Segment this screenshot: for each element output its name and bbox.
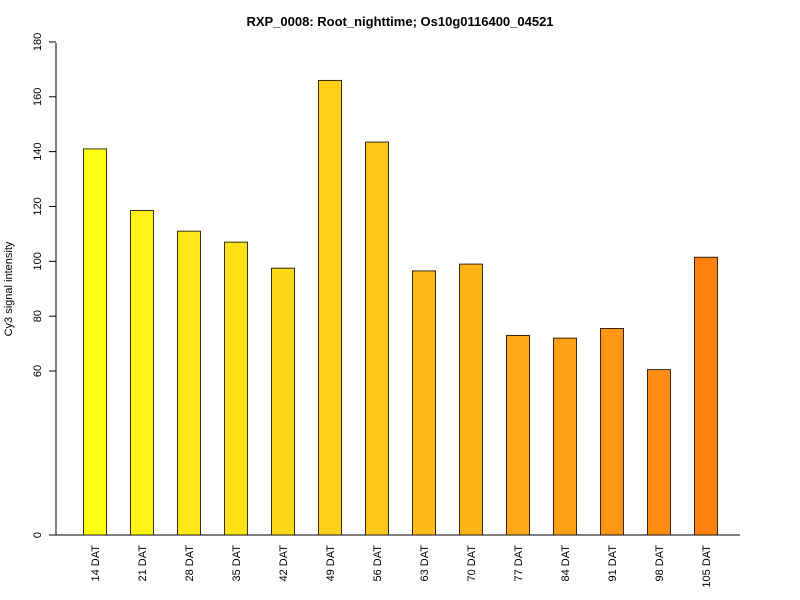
x-tick-label: 56 DAT [372, 545, 384, 582]
bar [83, 148, 107, 536]
y-tick-label: 180 [32, 33, 44, 51]
y-tick-label: 140 [32, 142, 44, 160]
x-tick-label: 42 DAT [278, 545, 290, 582]
y-tick-label: 100 [32, 252, 44, 270]
x-tick-label: 77 DAT [513, 545, 525, 582]
bar [600, 328, 624, 536]
x-tick-label: 35 DAT [231, 545, 243, 582]
y-tick-label: 60 [32, 365, 44, 377]
x-tick-label: 105 DAT [701, 545, 713, 588]
y-tick-label: 0 [32, 532, 44, 538]
bars-group [83, 79, 718, 536]
x-tick-label: 28 DAT [184, 545, 196, 582]
y-tick-label: 160 [32, 88, 44, 106]
y-axis-title: Cy3 signal intensity [3, 241, 15, 336]
x-tick-label: 70 DAT [466, 545, 478, 582]
y-tick-label: 80 [32, 310, 44, 322]
bar [506, 334, 530, 536]
x-tick-label: 21 DAT [137, 545, 149, 582]
x-tick-label: 63 DAT [419, 545, 431, 582]
x-tick-label: 49 DAT [325, 545, 337, 582]
chart-title: RXP_0008: Root_nighttime; Os10g0116400_0… [246, 14, 553, 29]
x-tick-label: 84 DAT [560, 545, 572, 582]
bar [553, 337, 577, 536]
x-tick-label: 91 DAT [607, 545, 619, 582]
x-tick-label: 14 DAT [90, 545, 102, 582]
bar [318, 79, 342, 536]
bar [694, 256, 718, 536]
bar [647, 369, 671, 536]
x-axis-labels: 14 DAT 21 DAT 28 DAT 35 DAT 42 DAT 49 DAT 56 D… [90, 545, 713, 588]
bar [365, 141, 389, 536]
y-axis-ticks: 0 60 80 100 120 140 160 180 [32, 33, 56, 538]
x-tick-label: 98 DAT [654, 545, 666, 582]
bar [224, 241, 248, 536]
bar [177, 230, 201, 536]
bar [130, 210, 154, 536]
bar [271, 267, 295, 536]
bar [412, 270, 436, 536]
bar [459, 263, 483, 536]
y-tick-label: 120 [32, 197, 44, 215]
